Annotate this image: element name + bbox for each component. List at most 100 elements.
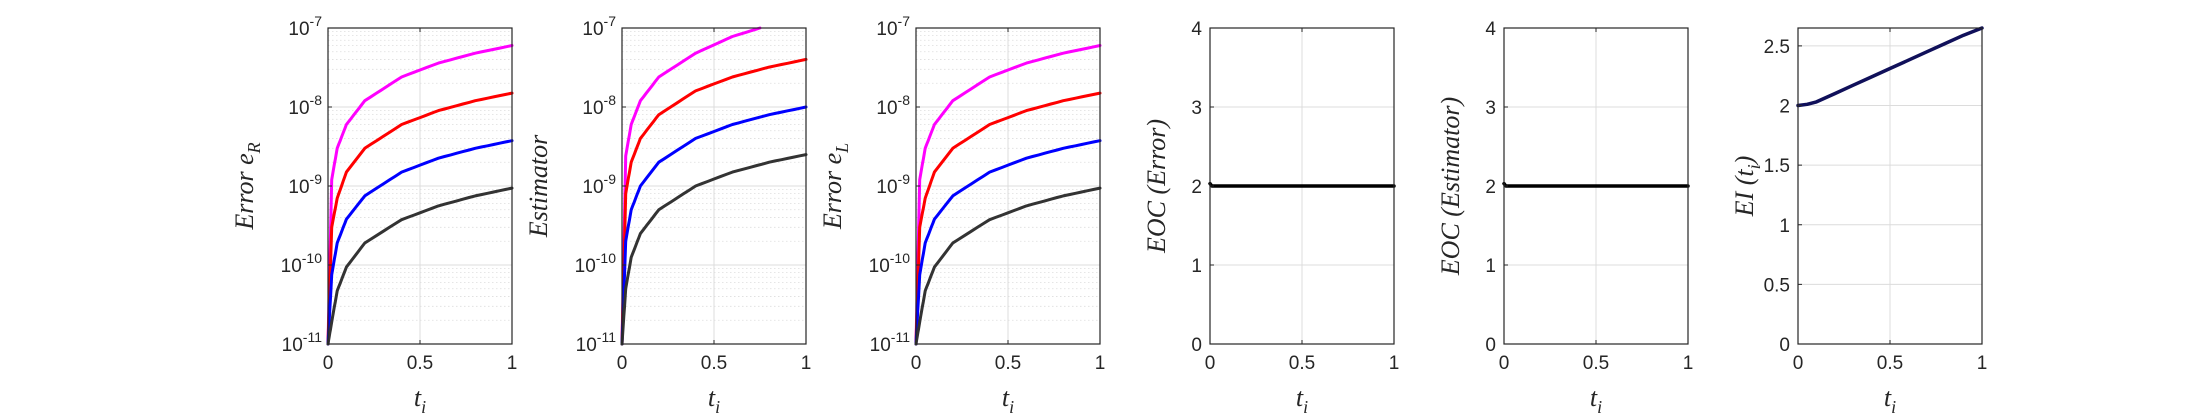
x-axis-label-subscript: i [1891, 397, 1896, 417]
y-tick-label: 10-8 [876, 92, 910, 119]
x-axis-label: ti [1884, 383, 1896, 417]
y-axis-label: Error eR [230, 142, 264, 230]
y-tick-label: 10-10 [869, 250, 911, 277]
x-axis-label-main: t [414, 383, 422, 412]
x-axis-label: ti [1296, 383, 1308, 417]
series-line-4 [620, 153, 808, 346]
series-line-1 [620, 26, 762, 346]
y-tick-label: 1 [1191, 256, 1202, 277]
y-axis-label-subscript: R [244, 142, 264, 154]
y-axis-label: EOC (Error) [1142, 119, 1171, 254]
y-tick-exponent: -10 [890, 250, 910, 266]
x-axis-label-main: t [1884, 383, 1892, 412]
x-tick-label: 1 [1683, 353, 1694, 374]
y-axis-label-subscript: L [832, 143, 852, 154]
x-axis-label: ti [708, 383, 720, 417]
y-tick-label: 10-11 [870, 329, 911, 356]
y-tick-label: 4 [1485, 19, 1496, 40]
series-line-1 [1796, 26, 1984, 108]
x-axis-label-subscript: i [715, 397, 720, 417]
y-tick-base: 10 [870, 335, 891, 356]
series-line-3 [914, 139, 1102, 346]
y-axis-label: Estimator [524, 134, 553, 238]
y-tick-label: 2 [1779, 97, 1790, 118]
x-tick-label: 0 [1499, 353, 1510, 374]
y-axis-label-main: EOC (Error) [1142, 119, 1171, 254]
y-tick-label: 10-7 [582, 13, 616, 40]
y-tick-label: 0.5 [1764, 275, 1790, 296]
y-axis-label-subscript: i [1744, 164, 1764, 169]
y-tick-exponent: -7 [310, 13, 323, 29]
x-axis-label-main: t [1002, 383, 1010, 412]
x-axis-label: ti [414, 383, 426, 417]
x-tick-label: 0 [911, 353, 922, 374]
y-tick-exponent: -9 [310, 171, 323, 187]
x-tick-label: 0.5 [1289, 353, 1315, 374]
y-tick-label: 0 [1779, 335, 1790, 356]
y-axis-label-main: Error e [818, 153, 847, 230]
y-tick-base: 10 [281, 256, 302, 277]
y-tick-exponent: -10 [302, 250, 322, 266]
y-axis-label-suffix: ) [1730, 156, 1759, 167]
y-tick-base: 10 [876, 177, 897, 198]
y-tick-base: 10 [869, 256, 890, 277]
y-tick-label: 2.5 [1764, 37, 1790, 58]
y-tick-exponent: -11 [303, 329, 322, 345]
x-axis-label-main: t [1590, 383, 1598, 412]
y-tick-exponent: -8 [604, 92, 617, 108]
subplot-4: 0 0.5 1 0 1 2 3 4 ti EOC (Error) [1142, 19, 1399, 417]
x-tick-label: 1 [1977, 353, 1988, 374]
series-line-4 [914, 186, 1102, 346]
x-tick-label: 0 [1793, 353, 1804, 374]
y-axis-label-main: Estimator [524, 134, 553, 238]
series-line-1 [1208, 181, 1396, 188]
series-line-4 [326, 186, 514, 346]
x-axis-label-main: t [1296, 383, 1304, 412]
y-tick-label: 10-8 [288, 92, 322, 119]
x-axis-label-subscript: i [421, 397, 426, 417]
x-tick-label: 0.5 [407, 353, 433, 374]
series-line-2 [914, 91, 1102, 346]
y-axis-label: EI (ti) [1730, 156, 1764, 218]
series-line-3 [326, 139, 514, 346]
y-tick-base: 10 [876, 98, 897, 119]
y-tick-exponent: -10 [596, 250, 616, 266]
y-tick-base: 10 [582, 19, 603, 40]
y-tick-exponent: -11 [891, 329, 910, 345]
x-tick-label: 0.5 [1583, 353, 1609, 374]
x-tick-label: 0 [1205, 353, 1216, 374]
x-axis-label: ti [1002, 383, 1014, 417]
y-tick-label: 10-8 [582, 92, 616, 119]
y-axis-label-main: EI (t [1730, 169, 1759, 218]
y-tick-label: 1.5 [1764, 156, 1790, 177]
y-tick-label: 1 [1485, 256, 1496, 277]
x-tick-label: 0 [617, 353, 628, 374]
y-tick-base: 10 [582, 98, 603, 119]
series-line-2 [326, 91, 514, 346]
y-tick-base: 10 [582, 177, 603, 198]
y-tick-exponent: -7 [898, 13, 911, 29]
y-tick-label: 10-9 [876, 171, 910, 198]
x-tick-label: 0.5 [995, 353, 1021, 374]
y-tick-label: 10-7 [288, 13, 322, 40]
y-tick-label: 10-11 [576, 329, 617, 356]
y-tick-label: 10-11 [282, 329, 323, 356]
y-tick-base: 10 [576, 335, 597, 356]
series-line-1 [914, 44, 1102, 346]
series-line-3 [620, 105, 808, 346]
y-axis-label: Error eL [818, 143, 852, 230]
y-tick-label: 10-9 [288, 171, 322, 198]
y-tick-label: 3 [1191, 98, 1202, 119]
x-tick-label: 0.5 [1877, 353, 1903, 374]
x-axis-label-subscript: i [1597, 397, 1602, 417]
x-tick-label: 1 [801, 353, 812, 374]
x-axis-label-subscript: i [1303, 397, 1308, 417]
y-tick-label: 3 [1485, 98, 1496, 119]
y-tick-base: 10 [575, 256, 596, 277]
y-tick-label: 10-7 [876, 13, 910, 40]
